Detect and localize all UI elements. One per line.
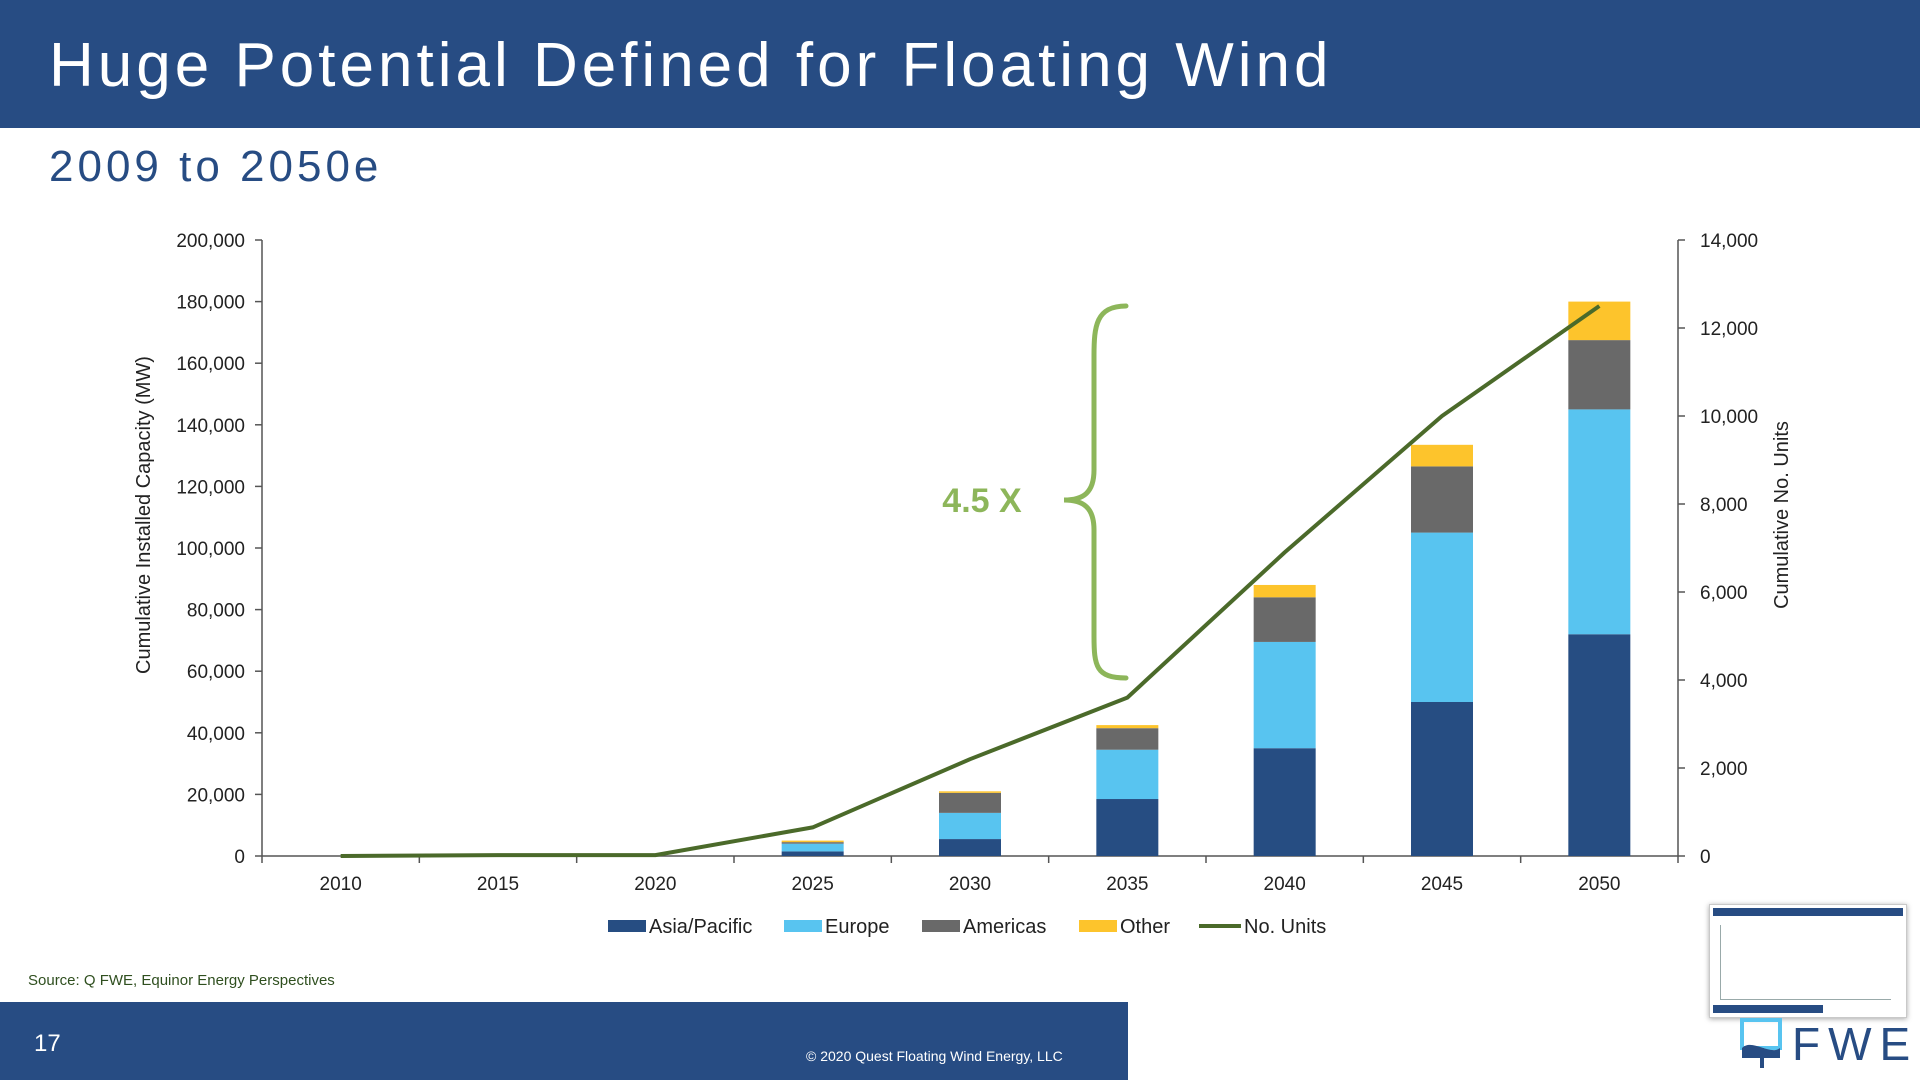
- bar-americas-2040: [1253, 597, 1316, 642]
- bar-americas-2045: [1411, 466, 1473, 533]
- y2-tick-label: 6,000: [1700, 583, 1748, 604]
- y-tick-label: 20,000: [187, 785, 245, 806]
- y-tick-label: 180,000: [176, 293, 245, 314]
- bar-europe-2045: [1411, 532, 1473, 702]
- bar-americas-2050: [1568, 340, 1631, 410]
- bar-europe-2025: [781, 843, 844, 852]
- x-tick-label: 2020: [634, 874, 676, 895]
- thumbnail-footer: [1713, 1005, 1823, 1013]
- y-tick-label: 100,000: [176, 539, 245, 560]
- q-logo-icon: [1740, 1018, 1782, 1068]
- bar-europe-2035: [1096, 749, 1159, 800]
- bar-asia-pacific-2040: [1253, 748, 1316, 856]
- thumbnail-title-bar: [1713, 908, 1903, 916]
- bar-europe-2040: [1253, 641, 1316, 749]
- copyright-text: © 2020 Quest Floating Wind Energy, LLC: [806, 1048, 1063, 1064]
- units-line: [340, 304, 1601, 858]
- title-bar: [0, 0, 1920, 128]
- bar-other-2025: [781, 840, 844, 843]
- legend-label: Europe: [825, 916, 890, 938]
- y2-axis-title: Cumulative No. Units: [1771, 421, 1793, 609]
- x-tick-label: 2030: [949, 874, 991, 895]
- bar-asia-pacific-2025: [781, 851, 844, 856]
- bar-americas-2030: [939, 792, 1001, 813]
- growth-annotation: 4.5 X: [942, 482, 1022, 520]
- x-tick-label: 2045: [1421, 874, 1463, 895]
- y2-tick-label: 2,000: [1700, 759, 1748, 780]
- bar-europe-2030: [939, 812, 1001, 840]
- source-note: Source: Q FWE, Equinor Energy Perspectiv…: [28, 972, 335, 989]
- y2-tick-label: 4,000: [1700, 671, 1748, 692]
- bar-other-2030: [939, 791, 1001, 793]
- logo-text: FWE: [1792, 1018, 1910, 1070]
- y-tick-label: 60,000: [187, 662, 245, 683]
- thumbnail-chart: [1720, 925, 1891, 1000]
- bar-europe-2050: [1568, 409, 1631, 635]
- footer-bar: [0, 1002, 1128, 1080]
- y-tick-label: 40,000: [187, 724, 245, 745]
- legend-swatch: [922, 920, 960, 932]
- slide-title: Huge Potential Defined for Floating Wind: [49, 31, 1333, 100]
- y2-tick-label: 10,000: [1700, 407, 1758, 428]
- y-axis-title: Cumulative Installed Capacity (MW): [133, 356, 155, 674]
- y2-tick-label: 0: [1700, 847, 1711, 868]
- y2-tick-label: 12,000: [1700, 319, 1758, 340]
- legend-label: Other: [1120, 916, 1170, 938]
- legend-label: Americas: [963, 916, 1046, 938]
- x-tick-label: 2015: [477, 874, 519, 895]
- y-tick-label: 0: [234, 847, 245, 868]
- x-tick-label: 2050: [1578, 874, 1620, 895]
- bar-other-2040: [1253, 584, 1316, 598]
- qfwe-logo: FWE: [1740, 1018, 1910, 1070]
- bar-asia-pacific-2035: [1096, 799, 1159, 856]
- legend-label: Asia/Pacific: [649, 916, 752, 938]
- floating-wind-chart: 0 20,000 40,000 60,000 80,000 100,000 120,000 1…: [133, 231, 1793, 938]
- page-number: 17: [34, 1030, 61, 1057]
- y-tick-label: 200,000: [176, 231, 245, 252]
- y2-tick-label: 14,000: [1700, 231, 1758, 252]
- legend-swatch: [1079, 920, 1117, 932]
- bar-asia-pacific-2050: [1568, 634, 1631, 856]
- x-tick-label: 2010: [320, 874, 362, 895]
- growth-brace: [1063, 303, 1129, 681]
- y2-tick-label: 8,000: [1700, 495, 1748, 516]
- bar-americas-2025: [781, 842, 844, 844]
- legend-label: No. Units: [1244, 916, 1326, 938]
- bar-other-2045: [1411, 444, 1473, 467]
- x-tick-label: 2035: [1106, 874, 1148, 895]
- slide-thumbnail[interactable]: [1709, 904, 1907, 1018]
- y-tick-label: 120,000: [176, 477, 245, 498]
- x-tick-label: 2025: [792, 874, 834, 895]
- bar-americas-2035: [1096, 728, 1159, 750]
- bar-asia-pacific-2045: [1411, 702, 1473, 856]
- legend-swatch: [608, 920, 646, 932]
- bar-other-2035: [1096, 725, 1159, 729]
- y-tick-label: 160,000: [176, 354, 245, 375]
- bar-asia-pacific-2030: [939, 839, 1001, 856]
- y-tick-label: 80,000: [187, 601, 245, 622]
- slide-subtitle: 2009 to 2050e: [49, 142, 383, 191]
- x-tick-label: 2040: [1264, 874, 1306, 895]
- legend-swatch: [784, 920, 822, 932]
- y-tick-label: 140,000: [176, 416, 245, 437]
